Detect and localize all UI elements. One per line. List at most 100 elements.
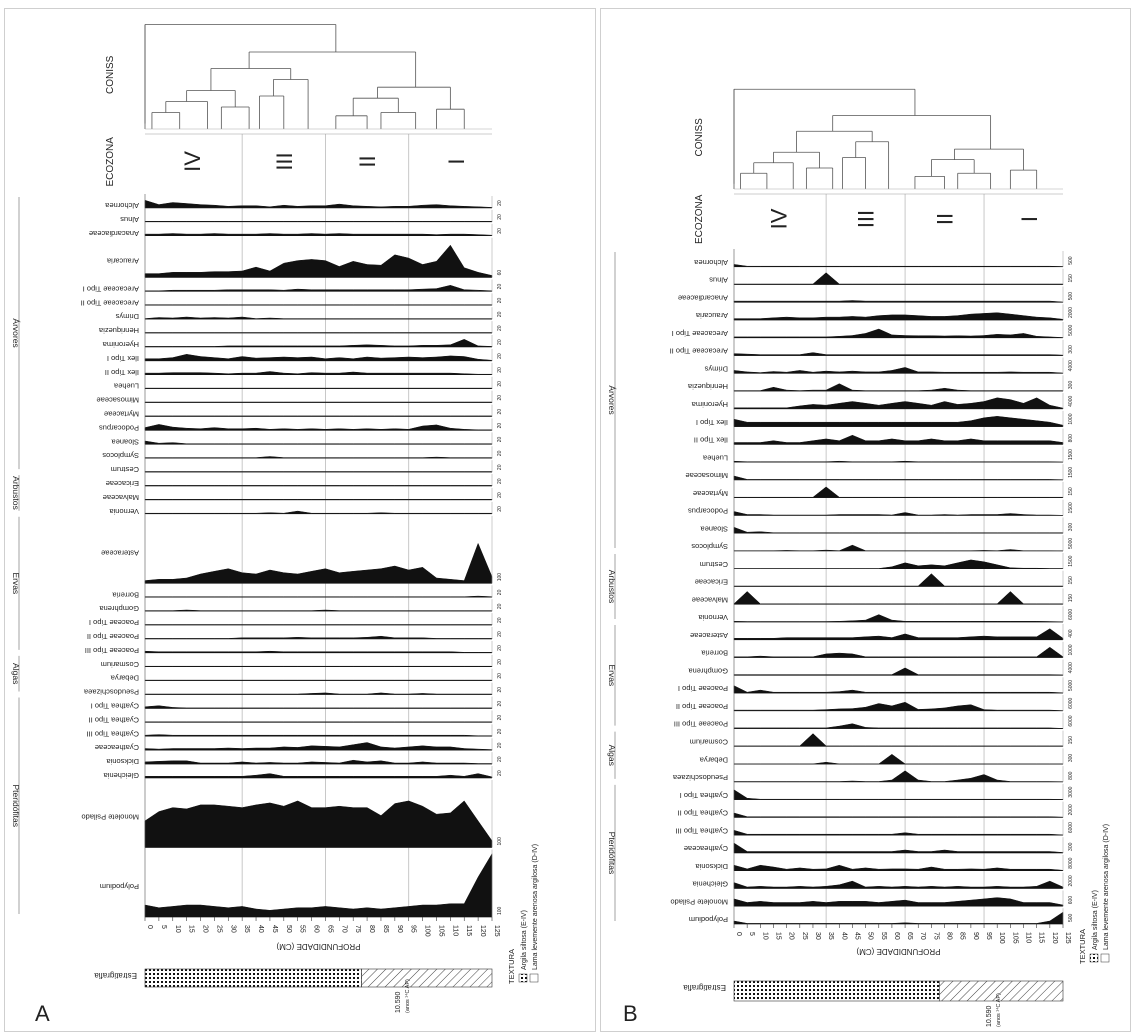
texture-item-1: Argila siltosa (E-IV) <box>521 910 528 970</box>
lane-scale-label: 800 <box>1068 771 1074 780</box>
lane-scale-label: 600 <box>1068 896 1074 905</box>
taxon-area-podocarpus <box>733 511 1064 516</box>
taxon-label-podocarpus: Podocarpus <box>688 507 728 516</box>
taxon-row-asteraceae: 100 Asteraceae <box>101 515 503 584</box>
taxon-row-luehea: 1500 Luehea <box>702 446 1074 463</box>
lane-scale-label: 6000 <box>1068 697 1074 708</box>
depth-tick-label-125: 125 <box>493 925 500 937</box>
taxon-area-asteraceae <box>733 628 1064 641</box>
depth-tick-label-120: 120 <box>479 925 486 937</box>
taxa-lanes: 20 Alchornea 20 Alnus 20 Anacardiaceae 60 Arauc… <box>81 196 503 918</box>
taxon-row-symplocos: 5000 Symplocos <box>691 535 1074 552</box>
taxon-label-borreria: Borreria <box>111 590 139 599</box>
taxon-area-cyathea-tipo-iii <box>733 829 1064 836</box>
strat-sandy-mud <box>938 980 1064 1002</box>
depth-tick-label-25: 25 <box>801 932 808 940</box>
taxon-label-cyathea-tipo-iii: Cyathea Tipo III <box>86 729 139 738</box>
taxon-row-gomphrena: 20 Gomphrena <box>99 599 503 613</box>
lane-scale-label: 1500 <box>1068 467 1074 478</box>
taxon-area-dicksonia <box>144 759 493 765</box>
taxon-label-asteraceae: Asteraceae <box>690 631 728 640</box>
lane-scale-label: 20 <box>497 395 503 401</box>
depth-tick-label-80: 80 <box>368 925 375 933</box>
taxon-row-araucaria: 2000 Araucaria <box>695 304 1074 321</box>
taxon-row-ericaceae: 20 Ericaceae <box>106 474 503 488</box>
texture-legend: TEXTURA Argila siltosa (E-IV) Lama levemen… <box>1078 824 1110 964</box>
taxon-label-anacardiaceae: Anacardiaceae <box>678 293 728 302</box>
ecozone-label-4: I <box>444 158 469 164</box>
taxon-row-cestrum: 1500 Cestrum <box>700 552 1074 570</box>
taxon-area-alnus <box>733 272 1064 285</box>
taxon-label-cyatheaceae: Cyatheaceae <box>684 844 728 853</box>
taxon-label-cestrum: Cestrum <box>700 560 728 569</box>
taxon-area-pseudoschizaea <box>733 770 1064 783</box>
taxon-row-hyeronima: 20 Hyeronima <box>102 335 503 349</box>
taxon-row-henriquezia: 300 Henriquezia <box>687 375 1074 392</box>
texture-swatch-silty-clay <box>1089 953 1099 963</box>
taxon-row-vernonia: 6000 Vernonia <box>698 606 1074 623</box>
group-label-algas: Algas <box>11 663 21 684</box>
taxon-row-myrtaceae: 150 Myrtaceae <box>693 481 1074 498</box>
taxon-row-luehea: 20 Luehea <box>113 376 503 391</box>
lane-scale-label: 2000 <box>1068 875 1074 886</box>
taxon-label-pseudoschizaea: Pseudoschizaea <box>83 688 139 697</box>
strat-sandy-mud <box>361 968 493 988</box>
taxon-row-alchornea: 500 Alchornea <box>693 251 1074 268</box>
taxon-row-monolete-psilado: 600 Monolete Psilado <box>670 890 1074 907</box>
taxon-row-poaceae-tipo-i: 20 Poaceae Tipo I <box>89 613 503 627</box>
taxon-row-ericaceae: 150 Ericaceae <box>695 570 1074 587</box>
taxon-row-dicksonia: 20 Dicksonia <box>106 752 503 766</box>
lane-scale-label: 4000 <box>1068 396 1074 407</box>
taxon-area-hyeronima <box>144 339 493 348</box>
taxon-label-arecaceae-tipo-i: Arecaceae Tipo I <box>672 329 728 338</box>
lane-scale-label: 1500 <box>1068 502 1074 513</box>
depth-tick-label-115: 115 <box>1038 932 1045 943</box>
group-bracket-ervas: Ervas <box>11 516 21 650</box>
lane-scale-label: 8000 <box>1068 857 1074 868</box>
depth-tick-label-5: 5 <box>160 925 167 929</box>
depth-tick-label-60: 60 <box>313 925 320 933</box>
taxon-area-borreria <box>144 595 493 598</box>
lane-scale-label: 20 <box>497 284 503 290</box>
date-label: 10.590 <box>986 1005 993 1027</box>
taxon-area-poaceae-tipo-iii <box>733 723 1064 729</box>
lane-scale-label: 2000 <box>1068 804 1074 815</box>
taxon-row-drimys: 4000 Drimys <box>704 357 1074 374</box>
depth-tick-label-100: 100 <box>998 932 1005 944</box>
taxon-row-drimys: 20 Drimys <box>115 307 503 321</box>
taxon-area-myrtaceae <box>144 415 493 417</box>
taxon-label-debarya: Debarya <box>699 755 728 764</box>
lane-scale-label: 4000 <box>1068 360 1074 371</box>
taxon-row-hyeronima: 4000 Hyeronima <box>691 393 1074 410</box>
taxon-row-pseudoschizaea: 800 Pseudoschizaea <box>672 766 1074 783</box>
taxon-label-ilex-tipo-i: Ilex Tipo I <box>696 418 728 427</box>
taxon-area-vernonia <box>144 510 493 515</box>
stratigraphy-column <box>733 980 1064 1002</box>
taxon-area-cyathea-tipo-ii <box>733 812 1064 818</box>
taxon-row-arecaceae-tipo-ii: 300 Arecaceae Tipo II <box>670 339 1074 356</box>
taxon-label-ilex-tipo-i: Ilex Tipo I <box>107 354 139 363</box>
lane-scale-label: 5000 <box>1068 680 1074 691</box>
taxon-row-myrtaceae: 20 Myrtaceae <box>104 404 503 419</box>
lane-scale-label: 500 <box>1068 913 1074 922</box>
taxon-row-podocarpus: 20 Podocarpus <box>99 418 503 432</box>
taxon-label-cyathea-tipo-i: Cyathea Tipo I <box>680 791 728 800</box>
lane-scale-label: 5000 <box>1068 324 1074 335</box>
taxon-label-henriquezia: Henriquezia <box>98 326 139 335</box>
taxon-row-alnus: 20 Alnus <box>120 209 503 224</box>
taxon-label-poaceae-tipo-i: Poaceae Tipo I <box>678 684 728 693</box>
lane-scale-label: 20 <box>497 478 503 484</box>
taxon-area-anacardiaceae <box>144 233 493 236</box>
strat-label: Estratigrafia <box>94 971 137 980</box>
taxon-area-malvaceae <box>733 591 1064 605</box>
taxon-area-arecaceae-tipo-i <box>733 328 1064 339</box>
taxon-label-cosmarium: Cosmarium <box>101 660 139 669</box>
lane-scale-label: 2000 <box>1068 307 1074 318</box>
taxon-row-araucaria: 60 Araucaria <box>106 237 503 278</box>
lane-scale-label: 20 <box>497 325 503 331</box>
taxon-area-luehea <box>144 387 493 389</box>
lane-scale-label: 20 <box>497 311 503 317</box>
taxon-area-polypodium <box>144 852 493 918</box>
depth-tick-label-75: 75 <box>932 932 939 940</box>
lane-scale-label: 150 <box>1068 576 1074 585</box>
